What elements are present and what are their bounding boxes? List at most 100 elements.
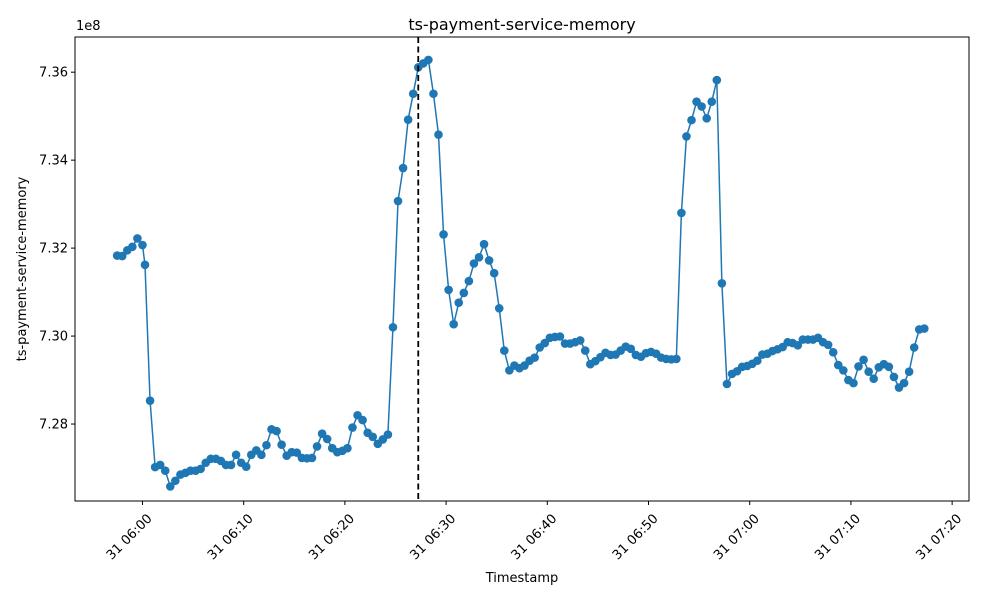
data-point [398, 163, 408, 173]
x-tick-label: 31 06:00 [104, 511, 156, 563]
data-point [672, 354, 681, 364]
plot-area [112, 37, 929, 501]
data-point [909, 343, 919, 352]
x-tick-label: 31 07:00 [711, 511, 763, 563]
data-point [904, 367, 914, 377]
y-tick-label: 7.32 [39, 242, 68, 257]
data-point [277, 440, 286, 450]
data-point [869, 374, 878, 384]
series-line [117, 59, 925, 488]
data-point [920, 324, 929, 333]
data-point [408, 89, 418, 99]
data-point [702, 114, 711, 123]
data-point [343, 443, 352, 453]
data-point [697, 102, 706, 111]
data-point [171, 476, 180, 486]
x-tick-label: 31 06:30 [407, 511, 459, 563]
data-point [474, 253, 484, 262]
data-point [454, 298, 464, 307]
y-axis-label: ts-payment-service-memory [15, 176, 30, 361]
data-point [854, 362, 863, 371]
data-point [368, 432, 378, 442]
data-point [444, 285, 453, 295]
data-point [459, 288, 469, 298]
data-point [828, 348, 838, 357]
data-point [166, 482, 175, 491]
data-point [231, 450, 241, 460]
data-point [626, 344, 636, 354]
data-point [580, 346, 590, 355]
data-point [707, 97, 717, 106]
data-point [899, 378, 909, 388]
data-point [793, 341, 803, 350]
data-point [133, 234, 142, 243]
y-tick-label: 7.28 [39, 418, 68, 433]
axes-frame [74, 36, 970, 502]
y-tick-label: 7.30 [39, 330, 68, 345]
data-point [358, 415, 367, 425]
data-point [262, 440, 271, 450]
data-point [424, 55, 433, 65]
data-point [687, 115, 696, 125]
data-point [393, 196, 403, 206]
chart-title: ts-payment-service-memory [408, 15, 635, 34]
data-point [439, 230, 448, 239]
data-point [682, 132, 691, 141]
data-point [575, 336, 585, 345]
data-point [226, 460, 236, 470]
data-point [823, 340, 833, 350]
data-point [403, 115, 413, 124]
data-point [312, 442, 322, 451]
data-point [138, 240, 147, 250]
data-point [388, 322, 398, 332]
data-point [479, 239, 489, 249]
x-tick-label: 31 06:20 [306, 511, 358, 563]
data-point [241, 462, 251, 471]
data-point [464, 276, 474, 286]
data-point [484, 256, 494, 265]
x-axis-label: Timestamp [485, 571, 559, 586]
data-point [307, 453, 317, 463]
data-point [145, 396, 155, 406]
data-point [449, 319, 458, 329]
data-point [859, 355, 868, 365]
data-point [889, 372, 899, 382]
data-point [383, 430, 393, 439]
data-point [117, 251, 127, 261]
data-point [712, 75, 722, 85]
data-point [469, 259, 479, 268]
y-axis-offset-label: 1e8 [76, 19, 101, 34]
data-point [839, 366, 848, 375]
data-point [272, 426, 281, 436]
y-axis: 7.28 7.30 7.32 7.34 7.36 [39, 66, 75, 433]
data-point [434, 130, 443, 139]
data-point [849, 378, 858, 388]
y-tick-label: 7.36 [39, 66, 68, 81]
data-point [257, 450, 266, 460]
data-point [753, 356, 762, 366]
data-point [494, 304, 504, 313]
data-point [322, 434, 332, 444]
x-tick-label: 31 07:20 [913, 511, 965, 563]
data-point [196, 464, 205, 474]
data-point [499, 346, 509, 355]
x-tick-label: 31 06:40 [509, 511, 561, 563]
data-point [429, 89, 438, 99]
data-point [884, 362, 894, 372]
x-tick-label: 31 06:10 [205, 511, 257, 563]
data-point [348, 423, 357, 432]
x-tick-label: 31 06:50 [610, 511, 662, 563]
data-point [530, 353, 539, 362]
data-point [555, 332, 565, 341]
data-point [677, 208, 686, 218]
x-axis: 31 06:00 31 06:10 31 06:20 31 06:30 31 06:40… [104, 501, 965, 563]
data-point [722, 379, 732, 389]
data-point [717, 278, 727, 288]
data-point [489, 268, 499, 278]
data-point [128, 242, 137, 252]
data-point [160, 466, 170, 475]
data-point [864, 367, 873, 377]
y-tick-label: 7.34 [39, 154, 68, 169]
data-point [155, 460, 165, 470]
